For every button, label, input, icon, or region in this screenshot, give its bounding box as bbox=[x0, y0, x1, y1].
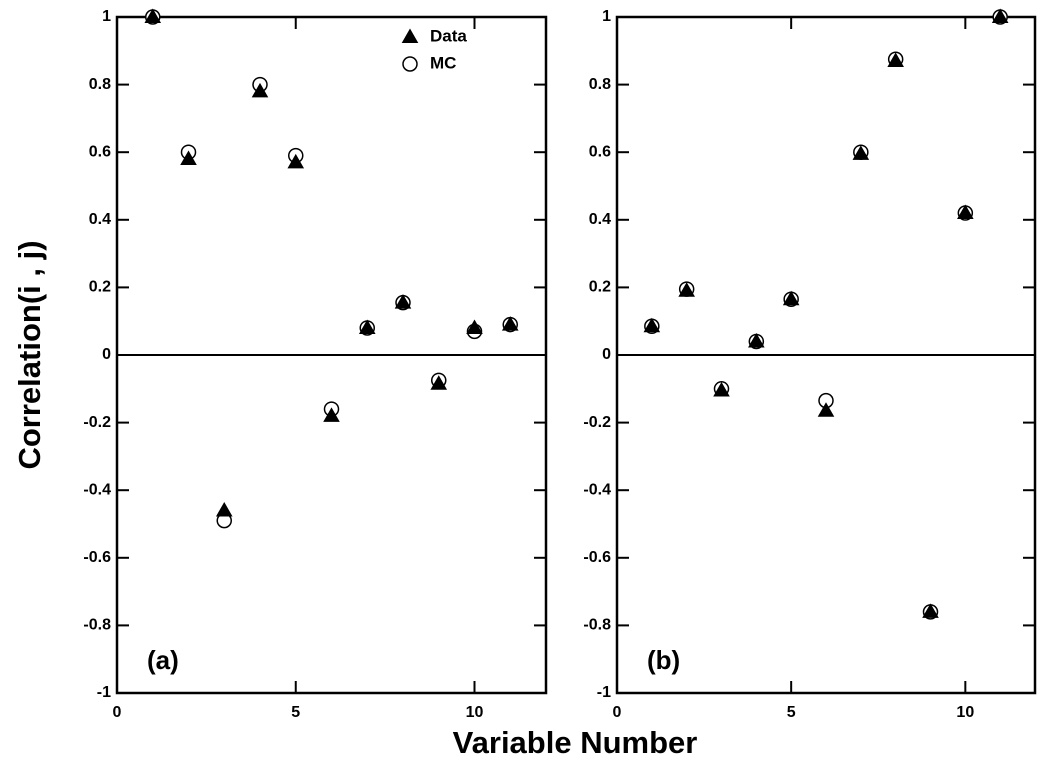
y-tick-label: -1 bbox=[97, 684, 111, 701]
y-tick-label: 0.8 bbox=[89, 76, 111, 93]
y-tick-label: 0 bbox=[102, 346, 111, 363]
y-tick-label: 0.6 bbox=[89, 143, 111, 160]
data-point bbox=[957, 204, 974, 220]
y-tick-label: -0.8 bbox=[83, 617, 111, 634]
y-tick-label: -0.4 bbox=[83, 481, 111, 498]
y-tick-label: -0.8 bbox=[583, 617, 611, 634]
x-tick-label: 0 bbox=[113, 704, 122, 721]
data-point bbox=[643, 317, 661, 333]
data-point bbox=[501, 316, 519, 331]
data-point bbox=[887, 52, 904, 67]
y-tick-label: 1 bbox=[602, 8, 611, 25]
y-tick-label: -0.2 bbox=[83, 414, 111, 431]
data-point bbox=[713, 381, 730, 397]
y-tick-label: 0.2 bbox=[589, 279, 611, 296]
data-point bbox=[251, 82, 269, 98]
y-tick-label: -1 bbox=[597, 684, 611, 701]
y-tick-label: 0.6 bbox=[589, 143, 611, 160]
data-point bbox=[922, 603, 939, 618]
y-tick-label: 1 bbox=[102, 8, 111, 25]
x-tick-label: 0 bbox=[613, 704, 622, 721]
y-tick-label: 0.2 bbox=[89, 279, 111, 296]
y-tick-label: 0.4 bbox=[589, 211, 611, 228]
data-point bbox=[180, 150, 197, 165]
legend-label: Data bbox=[430, 26, 467, 45]
data-point bbox=[323, 407, 340, 422]
legend-label: MC bbox=[430, 53, 456, 72]
data-point bbox=[748, 332, 765, 348]
y-tick-label: 0.8 bbox=[589, 76, 611, 93]
data-point bbox=[358, 319, 376, 334]
data-point bbox=[430, 375, 448, 390]
panel-label: (a) bbox=[147, 645, 179, 675]
data-point bbox=[215, 501, 233, 517]
data-point bbox=[287, 153, 305, 169]
y-tick-label: -0.4 bbox=[583, 481, 611, 498]
x-tick-label: 5 bbox=[291, 704, 300, 721]
data-point bbox=[991, 8, 1009, 23]
y-axis-title: Correlation(i , j) bbox=[12, 240, 47, 469]
x-tick-label: 10 bbox=[466, 704, 484, 721]
y-tick-label: -0.2 bbox=[583, 414, 611, 431]
y-tick-label: -0.6 bbox=[583, 549, 611, 566]
y-tick-label: 0.4 bbox=[89, 211, 111, 228]
data-point bbox=[466, 319, 483, 334]
legend-marker bbox=[401, 28, 419, 43]
y-tick-label: -0.6 bbox=[83, 549, 111, 566]
data-point bbox=[394, 294, 412, 309]
x-tick-label: 10 bbox=[956, 704, 974, 721]
data-point bbox=[144, 8, 162, 23]
legend-marker bbox=[402, 56, 418, 72]
data-point bbox=[678, 282, 695, 297]
data-point bbox=[782, 290, 800, 306]
panel-label: (b) bbox=[647, 645, 680, 675]
x-axis-title: Variable Number bbox=[453, 725, 698, 760]
data-point bbox=[852, 145, 870, 160]
data-point bbox=[817, 402, 835, 417]
y-tick-label: 0 bbox=[602, 346, 611, 363]
x-tick-label: 5 bbox=[787, 704, 796, 721]
